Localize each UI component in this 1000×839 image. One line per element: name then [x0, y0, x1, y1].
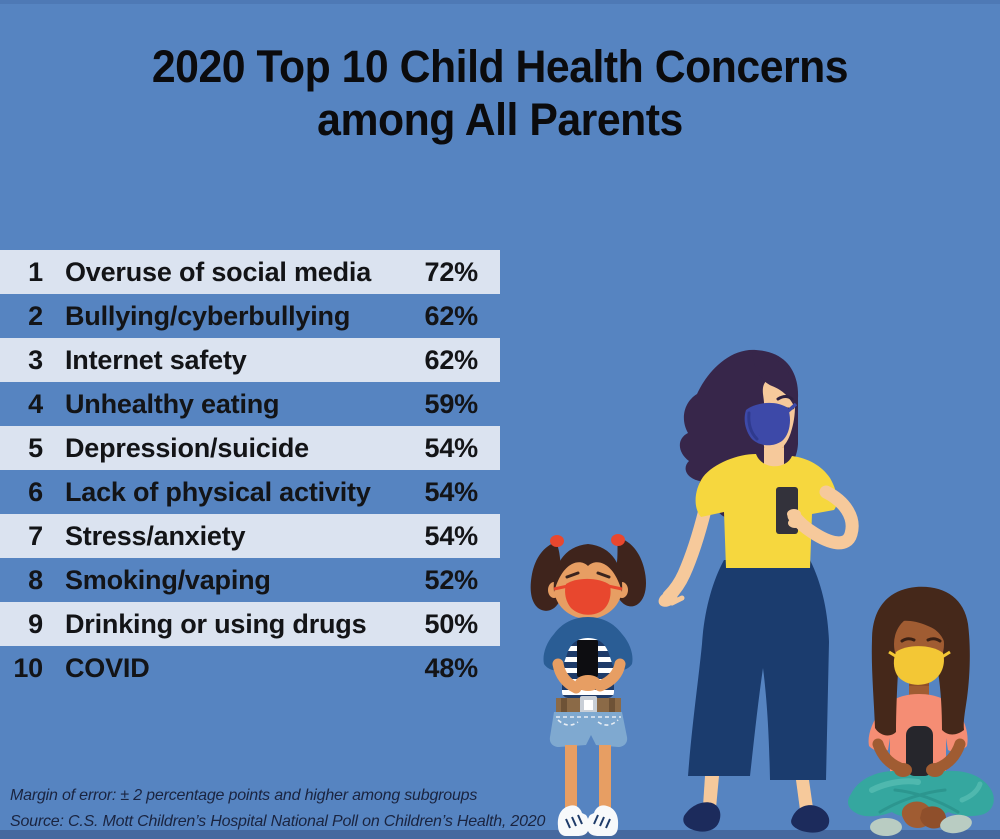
top-edge-strip: [0, 0, 1000, 4]
rank-number: 1: [28, 256, 43, 287]
list-item: 1 Overuse of social media 72%: [0, 250, 500, 294]
girl-hair-tie-left: [550, 535, 564, 547]
list-item: 5 Depression/suicide 54%: [0, 426, 500, 470]
concern-label: Depression/suicide: [65, 432, 309, 463]
list-item: 4 Unhealthy eating 59%: [0, 382, 500, 426]
sitting-girl-shoe-left: [870, 818, 902, 836]
girl-sneaker-left: [557, 805, 590, 836]
sitting-girl-eye-right: [926, 637, 942, 643]
mom-shirt: [695, 454, 838, 568]
percent-value: 72%: [424, 256, 479, 287]
concern-label: Smoking/vaping: [65, 564, 271, 595]
concern-label: Unhealthy eating: [65, 388, 280, 419]
list-item: 9 Drinking or using drugs 50%: [0, 602, 500, 646]
rank-number: 4: [28, 388, 43, 419]
sitting-girl-feet: [901, 801, 946, 829]
girl-eye-left: [565, 571, 580, 579]
page-title: 2020 Top 10 Child Health Concerns among …: [0, 40, 1000, 146]
list-item: 2 Bullying/cyberbullying 62%: [0, 294, 500, 338]
sitting-girl-shoe-right: [940, 814, 972, 834]
mom-ankle-right: [796, 780, 813, 810]
list-item: 6 Lack of physical activity 54%: [0, 470, 500, 514]
girl-arm-right: [594, 658, 626, 692]
footnotes: Margin of error: ± 2 percentage points a…: [10, 783, 545, 835]
sitting-girl-face-mask: [893, 646, 944, 685]
rank-number: 7: [28, 520, 43, 551]
girl-shirt-yoke: [543, 617, 633, 671]
list-item: 10 COVID 48%: [0, 646, 500, 690]
margin-of-error-note: Margin of error: ± 2 percentage points a…: [10, 787, 478, 804]
percent-value: 62%: [424, 300, 479, 331]
girl-phone: [577, 640, 598, 677]
percent-value: 52%: [424, 564, 479, 595]
mom-mask-fold: [747, 411, 759, 441]
mother-figure: [658, 349, 859, 833]
sitting-girl-eye-left: [900, 637, 916, 643]
girl-leg-left: [565, 745, 577, 811]
percent-value: 54%: [424, 520, 479, 551]
girl-mask-strap-right: [607, 584, 623, 591]
girl-bangs: [553, 544, 623, 592]
girl-hair-tie-right: [611, 534, 625, 546]
mom-hand-fingers: [787, 509, 802, 528]
sitting-girl-legs: [848, 770, 994, 818]
list-item: 3 Internet safety 62%: [0, 338, 500, 382]
source-note: Source: C.S. Mott Children’s Hospital Na…: [10, 813, 546, 830]
rank-number: 6: [28, 476, 43, 507]
mom-pants: [688, 560, 829, 780]
percent-value: 48%: [424, 652, 479, 683]
percent-value: 54%: [424, 432, 479, 463]
mom-forehead-hair: [752, 352, 797, 412]
mom-flat-shoe-right: [791, 805, 830, 833]
mom-hand-open: [658, 591, 685, 607]
rank-number: 10: [13, 652, 43, 683]
concern-label: Bullying/cyberbullying: [65, 300, 351, 331]
girl-hands: [575, 675, 601, 691]
title-line-1: 2020 Top 10 Child Health Concerns: [151, 41, 849, 92]
concern-label: COVID: [65, 652, 150, 683]
girl-eye-right: [596, 571, 611, 579]
mom-flat-shoe-left: [683, 802, 721, 832]
percent-value: 50%: [424, 608, 479, 639]
percent-value: 62%: [424, 344, 479, 375]
girl-sitting-figure: [848, 586, 994, 836]
list-item: 7 Stress/anxiety 54%: [0, 514, 500, 558]
mom-ankle-left: [703, 776, 719, 808]
sitting-girl-bangs: [896, 600, 950, 654]
girl-sneaker-right: [586, 805, 619, 836]
list-item: 8 Smoking/vaping 52%: [0, 558, 500, 602]
girl-leg-right: [599, 745, 611, 811]
concern-label: Drinking or using drugs: [65, 608, 367, 639]
sitting-girl-hand-right: [926, 763, 944, 777]
mom-face-mask: [744, 402, 790, 446]
ground-strip: [0, 830, 1000, 839]
percent-value: 54%: [424, 476, 479, 507]
concern-label: Lack of physical activity: [65, 476, 371, 507]
girl-standing-figure: [530, 534, 646, 836]
rank-number: 2: [28, 300, 43, 331]
concern-label: Overuse of social media: [65, 256, 372, 287]
mom-eyebrow: [776, 395, 794, 401]
title-line-2: among All Parents: [317, 94, 683, 146]
rank-number: 3: [28, 344, 43, 375]
percent-value: 59%: [424, 388, 479, 419]
rank-number: 8: [28, 564, 43, 595]
mom-arm-hanging: [662, 503, 712, 603]
concerns-list: 1 Overuse of social media 72% 2 Bullying…: [0, 250, 500, 690]
sitting-girl-hand-left: [894, 763, 912, 777]
girl-arm-left: [552, 658, 582, 694]
rank-number: 5: [28, 432, 43, 463]
girl-denim-skirt: [549, 712, 628, 747]
sitting-girl-phone: [906, 726, 933, 776]
rank-number: 9: [28, 608, 43, 639]
concern-label: Internet safety: [65, 344, 247, 375]
girl-face-mask: [565, 578, 611, 615]
girl-belt: [556, 696, 621, 714]
concern-label: Stress/anxiety: [65, 520, 246, 551]
